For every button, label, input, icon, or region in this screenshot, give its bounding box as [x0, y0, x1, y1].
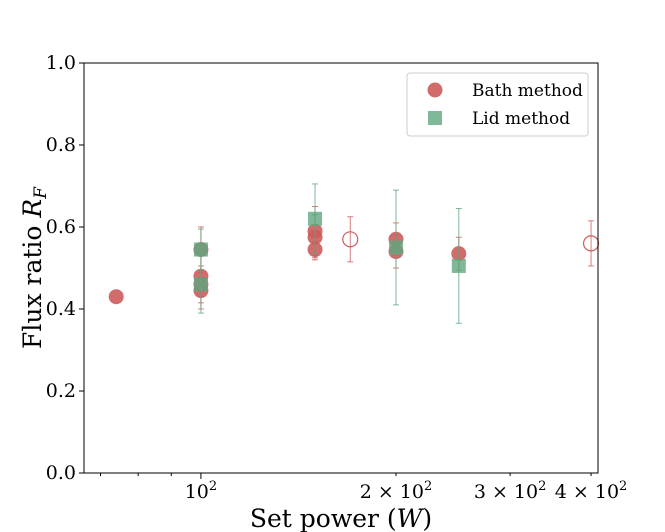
x-minor-tick-label-2-exp: 2 [619, 479, 627, 494]
legend-label-lid: Lid method [472, 109, 570, 129]
x-minor-tick-label-2: 4 × 102 [555, 479, 628, 503]
x-minor-tick-label-0-base: 10 [400, 481, 424, 503]
x-axis-title: Set power (W) [250, 504, 432, 532]
x-axis-title-close: ) [422, 504, 432, 532]
y-axis-title-text: Flux ratio [18, 218, 47, 349]
y-axis-title-sub: F [31, 186, 51, 200]
lid-point-2 [308, 211, 323, 226]
y-tick-label-2: 0.4 [46, 298, 76, 320]
x-minor-tick-label-2-base: 10 [595, 481, 619, 503]
bath-open-point-1 [582, 235, 600, 252]
lid-point-1 [193, 277, 208, 292]
x-minor-tick-label-0-coef: 2 × [360, 481, 400, 503]
lid-point-3 [388, 240, 403, 255]
bath-point-0 [108, 289, 124, 305]
y-tick-label-1: 0.2 [46, 380, 76, 402]
y-tick-label-4: 0.8 [46, 134, 76, 156]
legend-marker-lid [428, 111, 442, 125]
data-marks [108, 183, 600, 324]
legend-marker-bath [427, 82, 443, 98]
legend-box [406, 72, 589, 137]
y-axis-title: Flux ratio RF [18, 186, 51, 349]
bath-open-point-0 [342, 231, 359, 248]
x-minor-tick-label-1-exp: 2 [538, 479, 546, 494]
y-tick-label-0: 0.0 [46, 462, 76, 484]
x-minor-tick-label-0-exp: 2 [424, 479, 432, 494]
x-axis-title-text: Set power ( [250, 504, 397, 532]
y-axis-title-var: R [18, 199, 47, 219]
x-minor-tick-label-2-coef: 4 × [555, 481, 595, 503]
x-major-tick-label-0: 102 [185, 479, 217, 503]
x-minor-tick-label-1-base: 10 [514, 481, 538, 503]
lid-point-0 [193, 242, 208, 257]
lid-point-4 [451, 258, 466, 273]
legend-label-bath: Bath method [472, 81, 583, 101]
x-minor-tick-label-1-coef: 3 × [474, 481, 514, 503]
x-major-tick-label-0-base: 10 [185, 481, 209, 503]
x-major-tick-label-0-exp: 2 [209, 479, 217, 494]
x-minor-tick-label-0: 2 × 102 [360, 479, 433, 503]
x-minor-tick-label-1: 3 × 102 [474, 479, 547, 503]
y-tick-label-3: 0.6 [46, 216, 76, 238]
y-tick-label-5: 1.0 [46, 52, 76, 74]
plot-frame [83, 62, 599, 474]
x-axis-title-var: W [397, 504, 425, 532]
legend: Bath method Lid method [406, 72, 589, 137]
